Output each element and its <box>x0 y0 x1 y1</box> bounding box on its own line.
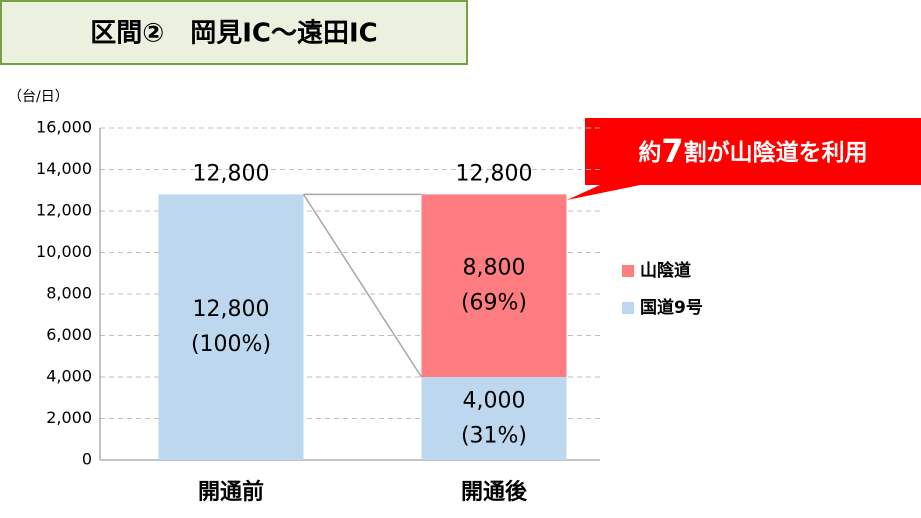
legend-label: 山陰道 <box>640 260 691 281</box>
y-tick-label: 16,000 <box>36 118 92 137</box>
total-label: 12,800 <box>456 161 533 186</box>
chart-title: 区間② 岡見IC～遠田IC <box>90 19 378 49</box>
y-tick-label: 6,000 <box>46 325 92 344</box>
total-label: 12,800 <box>193 161 270 186</box>
y-tick-label: 14,000 <box>36 159 92 178</box>
bar-segment <box>421 194 567 377</box>
share-label: (69%) <box>461 291 527 316</box>
value-label: 4,000 <box>463 389 526 414</box>
callout-text: 約7割が山陰道を利用 <box>638 132 867 170</box>
value-label: 8,800 <box>463 256 526 281</box>
legend-swatch <box>622 265 634 277</box>
y-tick-label: 12,000 <box>36 201 92 220</box>
share-label: (31%) <box>461 424 527 449</box>
legend-swatch <box>622 302 634 314</box>
value-label: 12,800 <box>193 297 270 322</box>
y-tick-label: 2,000 <box>46 408 92 427</box>
y-unit: （台/日） <box>8 89 69 105</box>
y-tick-label: 0 <box>82 450 92 469</box>
title-box <box>0 0 468 65</box>
y-tick-label: 4,000 <box>46 367 92 386</box>
x-tick-label: 開通前 <box>198 479 264 505</box>
share-label: (100%) <box>191 332 271 357</box>
y-tick-label: 8,000 <box>46 284 92 303</box>
callout <box>567 118 921 200</box>
x-tick-label: 開通後 <box>461 479 528 505</box>
y-tick-label: 10,000 <box>36 242 92 261</box>
connector <box>302 193 423 378</box>
bar-segment <box>158 194 304 460</box>
bar-segment <box>421 377 567 460</box>
legend-label: 国道9号 <box>640 297 703 318</box>
